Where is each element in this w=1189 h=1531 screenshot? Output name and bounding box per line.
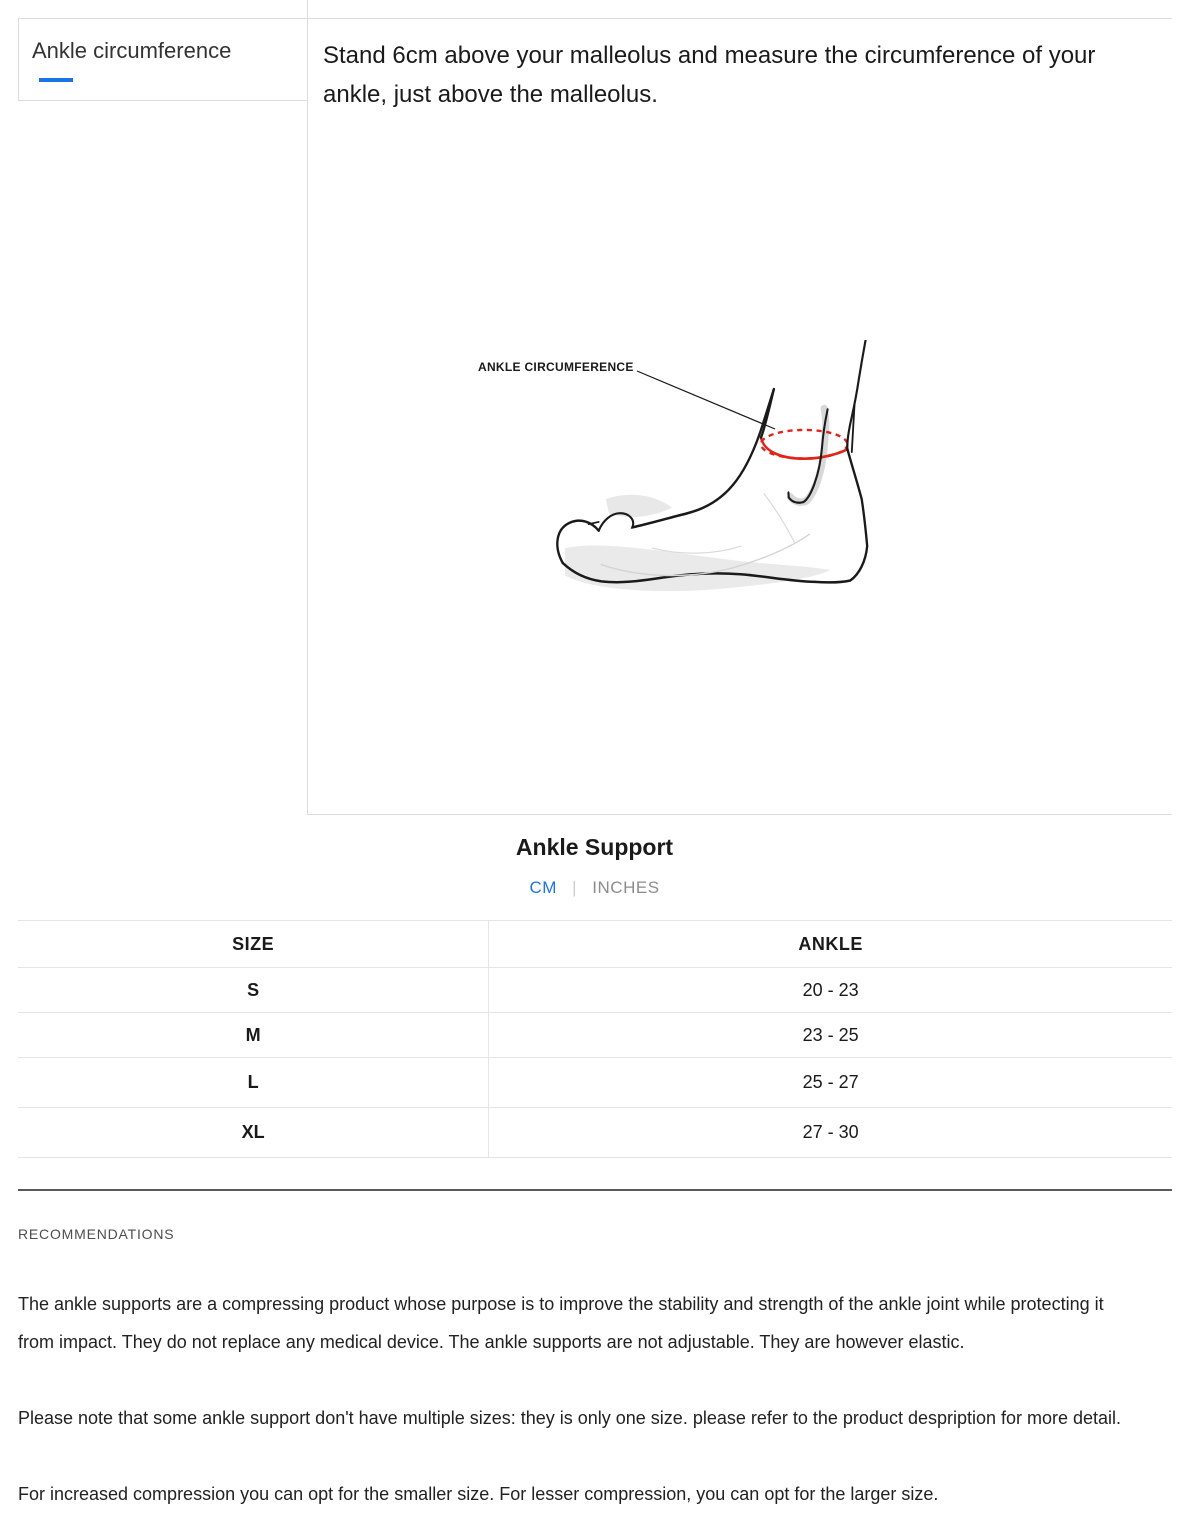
- svg-text:ANKLE CIRCUMFERENCE: ANKLE CIRCUMFERENCE: [478, 360, 634, 374]
